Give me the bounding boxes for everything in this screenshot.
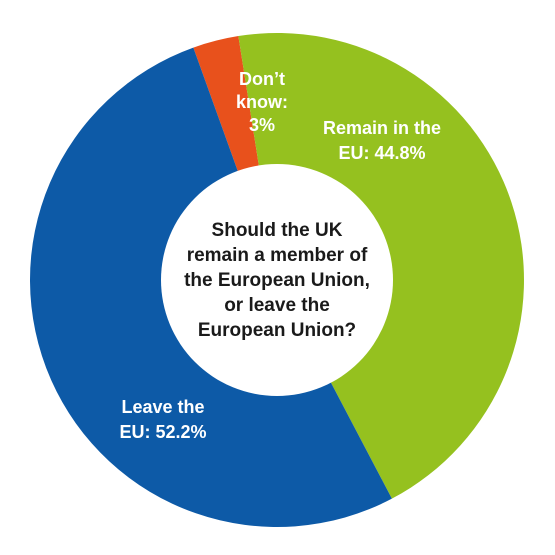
slice-label-line: Remain in the	[323, 118, 441, 138]
slice-label-line: EU: 44.8%	[338, 143, 425, 163]
slice-label-remain: Remain in the EU: 44.8%	[323, 118, 441, 163]
slice-label-line: 3%	[249, 115, 275, 135]
chart-title-line: remain a member of	[187, 245, 368, 266]
donut-hole	[161, 164, 393, 396]
slice-label-line: know:	[236, 92, 288, 112]
chart-title: Should the UK remain a member of the Europ…	[184, 220, 370, 341]
slice-label-line: EU: 52.2%	[119, 422, 206, 442]
slice-label-dont-know: Don’t know: 3%	[236, 69, 288, 135]
slice-label-leave: Leave the EU: 52.2%	[119, 397, 206, 442]
slice-label-line: Don’t	[239, 69, 285, 89]
slice-label-line: Leave the	[121, 397, 204, 417]
chart-title-line: the European Union,	[184, 270, 370, 291]
chart-title-line: Should the UK	[212, 220, 343, 241]
chart-title-line: or leave the	[224, 295, 330, 316]
chart-title-line: European Union?	[198, 320, 356, 341]
slice-labels: Don’t know: 3% Remain in the EU: 44.8% Leave …	[119, 69, 441, 442]
